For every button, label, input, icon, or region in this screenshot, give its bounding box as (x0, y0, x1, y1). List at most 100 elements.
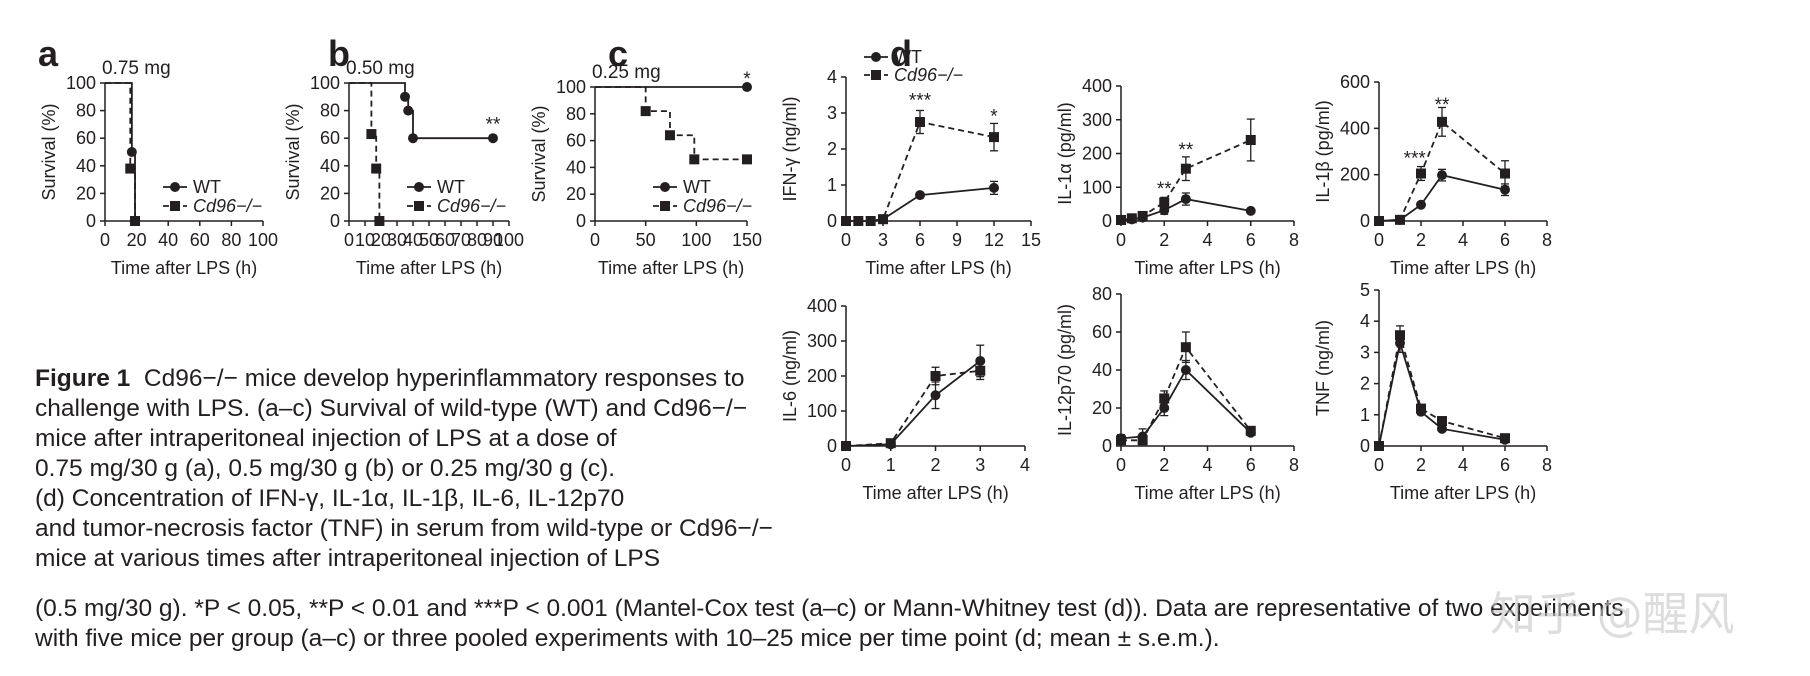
series-cd96-ko (1374, 106, 1510, 226)
data-point (930, 390, 941, 401)
x-tick-label: 6 (1246, 455, 1256, 475)
data-point (975, 365, 986, 376)
y-tick-label: 400 (807, 296, 837, 316)
chart-panel-a: 0 20 40 60 80 100 0 20 40 60 80 100 Time after LPS (… (39, 58, 278, 278)
x-tick-label: 8 (1542, 230, 1552, 250)
series-wt (841, 180, 999, 226)
y-tick-label: 400 (1082, 76, 1112, 96)
caption-line-2: mice after intraperitoneal injection of … (35, 425, 617, 452)
x-tick-label: 0 (100, 230, 110, 250)
panel-letter-d: d (890, 33, 912, 74)
data-point (664, 130, 675, 141)
x-tick-label: 0 (1374, 455, 1384, 475)
legend-marker-ko (660, 201, 670, 211)
significance-mark: *** (1404, 148, 1427, 169)
data-point (1180, 163, 1191, 174)
series-line (1378, 174, 1506, 222)
series-line (1120, 368, 1252, 440)
y-tick-label: 20 (320, 183, 340, 203)
x-tick-label: 3 (878, 230, 888, 250)
x-tick-label: 60 (190, 230, 210, 250)
data-point (689, 154, 700, 165)
data-point (930, 371, 941, 381)
x-tick-label: 50 (419, 230, 439, 250)
caption-line-7: (0.5 mg/30 g). *P < 0.05, **P < 0.01 and… (35, 595, 1624, 622)
series-cd96-ko (349, 82, 385, 226)
caption-title: Cd96−/− mice develop hyperinflammatory r… (143, 365, 745, 392)
y-tick-label: 4 (1360, 311, 1370, 331)
x-tick-label: 90 (483, 230, 503, 250)
x-tick-label: 2 (1416, 455, 1426, 475)
x-tick-label: 40 (158, 230, 178, 250)
y-tick-label: 0 (827, 436, 837, 456)
x-tick-label: 60 (435, 230, 455, 250)
y-tick-label: 1 (827, 175, 837, 195)
series-wt (1374, 168, 1510, 226)
x-tick-label: 100 (248, 230, 278, 250)
y-tick-label: 0 (1360, 211, 1370, 231)
x-tick-label: 8 (1542, 455, 1552, 475)
data-point (1395, 330, 1405, 341)
x-tick-label: 20 (371, 230, 391, 250)
legend-marker-wt (414, 182, 424, 192)
legend-label-wt: WT (894, 47, 922, 67)
data-point (841, 216, 851, 226)
y-axis-label: IL-6 (ng/ml) (780, 330, 800, 422)
x-tick-label: 150 (732, 230, 762, 250)
data-point (1416, 199, 1426, 210)
data-point (1126, 213, 1137, 224)
significance-mark: ** (1178, 140, 1193, 161)
data-point (1137, 210, 1148, 221)
data-point (1116, 435, 1126, 446)
series-wt (1116, 359, 1256, 445)
chart-title: 0.50 mg (346, 58, 415, 79)
legend-label-ko: Cd96−/− (683, 196, 752, 216)
x-tick-label: 0 (841, 230, 851, 250)
data-point (1500, 184, 1510, 195)
data-point (125, 163, 136, 174)
x-tick-label: 9 (952, 230, 962, 250)
y-tick-label: 40 (1092, 360, 1112, 380)
legend-marker-ko (871, 70, 881, 80)
y-tick-label: 200 (807, 366, 837, 386)
y-tick-label: 100 (556, 77, 586, 97)
data-point (1437, 116, 1447, 127)
caption-line-8: with five mice per group (a–c) or three … (35, 625, 1220, 652)
y-tick-label: 100 (1082, 177, 1112, 197)
x-tick-label: 2 (1159, 230, 1169, 250)
data-point (878, 214, 888, 225)
data-point (742, 82, 752, 92)
legend-label-wt: WT (683, 177, 711, 197)
y-tick-label: 4 (827, 67, 837, 87)
x-tick-label: 6 (1500, 230, 1510, 250)
x-tick-label: 6 (1246, 230, 1256, 250)
x-axis-label: Time after LPS (h) (1390, 258, 1536, 278)
x-axis-label: Time after LPS (h) (356, 258, 502, 278)
data-point (841, 441, 851, 451)
y-tick-label: 80 (1092, 284, 1112, 304)
x-tick-label: 4 (1458, 455, 1468, 475)
x-tick-label: 2 (930, 455, 940, 475)
y-axis-label: IFN-γ (ng/ml) (780, 97, 800, 202)
y-tick-label: 100 (310, 73, 340, 93)
y-tick-label: 80 (566, 104, 586, 124)
series-cd96-ko (841, 361, 986, 451)
caption-line-5: and tumor-necrosis factor (TNF) in serum… (35, 515, 773, 542)
legend-label-ko: Cd96−/− (894, 65, 963, 85)
legend-marker-ko (170, 201, 180, 211)
significance-mark: * (743, 69, 751, 90)
watermark: 知乎 @醒风 (1490, 587, 1735, 641)
y-tick-label: 600 (1340, 72, 1370, 92)
legend-label-wt: WT (193, 177, 221, 197)
x-tick-label: 8 (1289, 230, 1299, 250)
data-point (1500, 433, 1510, 444)
y-tick-label: 300 (1082, 110, 1112, 130)
chart-title: 0.75 mg (102, 58, 171, 79)
data-point (989, 132, 999, 143)
x-axis-label: Time after LPS (h) (862, 483, 1008, 503)
x-tick-label: 0 (344, 230, 354, 250)
x-tick-label: 100 (681, 230, 711, 250)
